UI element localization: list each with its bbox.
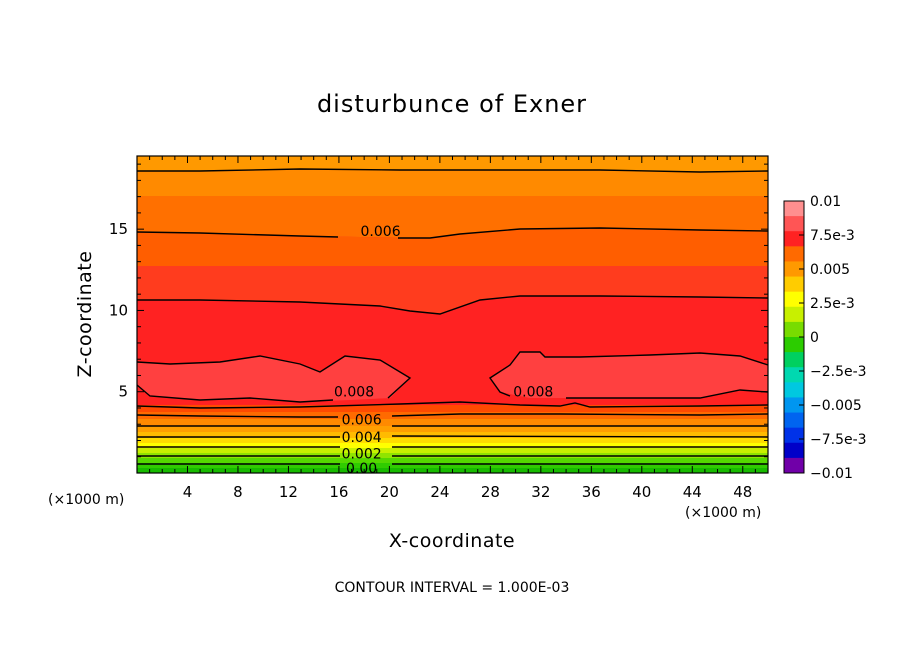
colorbar-band [784,337,804,353]
colorbar-band [784,382,804,398]
contour-0.008-right [489,351,768,399]
contour-0.008-left [137,355,412,403]
band-0.0055b [137,419,768,426]
y-axis-ticks: 5 10 15 [109,163,768,458]
colorbar-tick-label: −0.01 [810,466,853,482]
colorbar-band [784,231,804,247]
contour-label: 0.006 [342,412,382,428]
band-0.0045 [137,432,768,438]
colorbar-band [784,412,804,429]
band-0.005b [137,426,768,432]
x-tick-label: 28 [481,483,500,501]
y-tick-label: 10 [109,301,128,319]
contour-0.007-upper [137,295,768,315]
contour-top [137,168,768,173]
band-0.0015 [137,458,768,463]
contour-0.004-lower [137,435,768,438]
y-tick-label: 15 [109,220,128,238]
colorbar-band [784,216,804,232]
x-tick-label: 32 [531,483,550,501]
colorbar-band [784,201,804,217]
colorbar-tick-label: −7.5e-3 [810,432,867,448]
colorbar-band [784,246,804,262]
band-0.006 [137,196,768,238]
x-tick-label: 36 [582,483,601,501]
contour-0.007-lower [137,401,768,409]
y-tick-label: 5 [118,383,128,401]
colorbar-band [784,276,804,293]
band-0.0035 [137,443,768,448]
band-top [137,156,768,172]
contour-label: 0.004 [342,430,382,446]
colorbar-band [784,352,804,368]
contour-lines [137,168,768,465]
colorbar: 0.01 7.5e-3 0.005 2.5e-3 0 −2.5e-3 −0.005 −7.5e… [783,194,867,482]
band-0.004 [137,438,768,443]
band-0.0065 [137,405,768,412]
x-tick-label: 4 [183,483,193,501]
colorbar-band [784,261,804,278]
colorbar-tick-label: 2.5e-3 [810,296,855,312]
x-tick-label: 44 [683,483,702,501]
colorbar-band [784,397,804,414]
colorbar-band [784,427,804,444]
colorbar-tick-label: 0.01 [810,194,841,210]
x-tick-label: 40 [632,483,651,501]
band-0.006b [137,412,768,419]
x-tick-label: 24 [430,483,449,501]
colorbar-band [784,291,804,308]
contour-label: 0.00 [346,461,377,477]
colorbar-band [784,321,804,338]
band-0.005 [137,266,768,314]
chart-title: disturbunce of Exner [317,90,587,118]
x-unit-left: (×1000 m) [48,492,124,508]
band-0.008-right [490,352,768,398]
x-unit-right: (×1000 m) [685,505,761,521]
band-0.003 [137,448,768,453]
contour-label: 0.006 [361,224,401,240]
x-tick-label: 8 [233,483,243,501]
colorbar-tick-label: 7.5e-3 [810,228,855,244]
contour-label: 0.008 [334,385,374,401]
x-tick-label: 48 [733,483,752,501]
band-0.007 [137,169,768,196]
colorbar-band [784,367,804,383]
colorbar-tick-label: 0 [810,330,819,346]
colorbar-band [784,457,804,474]
band-0.001 [137,463,768,468]
x-axis-ticks: 4 8 12 16 20 24 28 32 36 40 44 48 [149,156,756,501]
contour-0.006-lower [137,413,768,418]
colorbar-band [784,442,804,459]
x-tick-label: 16 [329,483,348,501]
y-axis-label: Z-coordinate [74,251,96,378]
x-tick-label: 12 [279,483,298,501]
contour-label: 0.002 [342,446,382,462]
colorbar-tick-label: −0.005 [810,398,862,414]
colorbar-tick-label: −2.5e-3 [810,364,867,380]
band-0.008-left [137,356,410,402]
x-axis-label: X-coordinate [389,530,515,552]
colorbar-band [784,306,804,323]
band-0.0055 [137,228,768,266]
colorbar-tick-label: 0.005 [810,262,850,278]
contour-interval-note: CONTOUR INTERVAL = 1.000E-03 [335,580,570,596]
contour-0.006-upper [137,227,768,239]
x-tick-label: 20 [380,483,399,501]
contour-label: 0.008 [513,385,553,401]
